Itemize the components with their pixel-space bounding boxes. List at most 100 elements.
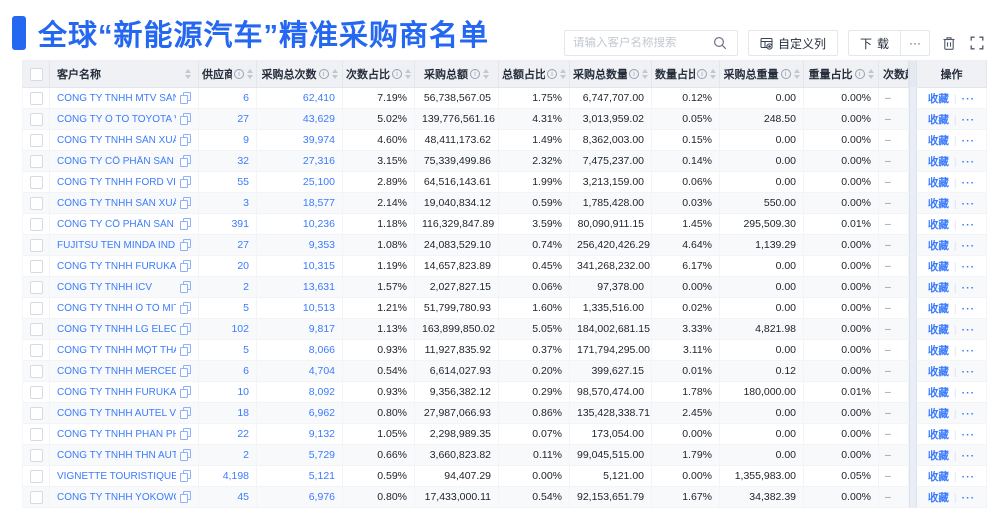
favorite-link[interactable]: 收藏 xyxy=(927,323,949,336)
scrollbar-strip[interactable] xyxy=(909,151,917,172)
scrollbar-strip[interactable] xyxy=(909,340,917,361)
row-more-link[interactable]: ··· xyxy=(961,302,976,315)
customer-name-link[interactable]: CÔNG TY TNHH AUTEL VIỆT N... xyxy=(57,407,176,419)
download-button[interactable]: 下载 xyxy=(847,30,900,56)
row-more-link[interactable]: ··· xyxy=(961,176,976,189)
scrollbar-strip[interactable] xyxy=(909,319,917,340)
row-more-link[interactable]: ··· xyxy=(961,470,976,483)
scrollbar-strip[interactable] xyxy=(909,60,917,88)
customer-name-link[interactable]: CÔNG TY TNHH LG ELECTRON... xyxy=(57,323,176,335)
info-icon[interactable] xyxy=(392,69,402,79)
row-checkbox[interactable] xyxy=(29,154,43,168)
row-more-link[interactable]: ··· xyxy=(961,323,976,336)
copy-icon[interactable] xyxy=(180,281,191,293)
scrollbar-strip[interactable] xyxy=(909,424,917,445)
favorite-link[interactable]: 收藏 xyxy=(927,92,949,105)
search-icon[interactable] xyxy=(711,34,729,52)
info-icon[interactable] xyxy=(629,69,639,79)
row-more-link[interactable]: ··· xyxy=(961,197,976,210)
copy-icon[interactable] xyxy=(180,428,191,440)
col-header-count-trend[interactable]: 次数趋势 xyxy=(879,60,909,88)
scrollbar-strip[interactable] xyxy=(909,130,917,151)
row-more-link[interactable]: ··· xyxy=(961,239,976,252)
copy-icon[interactable] xyxy=(180,113,191,125)
sort-icon[interactable] xyxy=(185,69,191,79)
scrollbar-strip[interactable] xyxy=(909,466,917,487)
col-header-amount-percentage[interactable]: 总额占比 xyxy=(499,60,570,88)
col-header-quantity-percentage[interactable]: 数量占比 xyxy=(652,60,720,88)
scrollbar-strip[interactable] xyxy=(909,109,917,130)
row-more-link[interactable]: ··· xyxy=(961,449,976,462)
row-more-link[interactable]: ··· xyxy=(961,428,976,441)
copy-icon[interactable] xyxy=(180,155,191,167)
favorite-link[interactable]: 收藏 xyxy=(927,302,949,315)
row-checkbox[interactable] xyxy=(29,490,43,504)
info-icon[interactable] xyxy=(697,69,707,79)
favorite-link[interactable]: 收藏 xyxy=(927,386,949,399)
copy-icon[interactable] xyxy=(180,134,191,146)
scrollbar-strip[interactable] xyxy=(909,487,917,508)
col-header-customer-name[interactable]: 客户名称 xyxy=(50,60,199,88)
row-checkbox[interactable] xyxy=(29,364,43,378)
copy-icon[interactable] xyxy=(180,470,191,482)
customer-name-link[interactable]: CÔNG TY TNHH MERCEDES-B... xyxy=(57,365,176,377)
copy-icon[interactable] xyxy=(180,449,191,461)
select-all-checkbox[interactable] xyxy=(29,67,43,81)
row-checkbox[interactable] xyxy=(29,343,43,357)
customer-name-link[interactable]: CÔNG TY TNHH Ô TÔ MITSUBI... xyxy=(57,302,176,314)
customer-name-link[interactable]: CÔNG TY TNHH FURUKAWA A... xyxy=(57,260,176,272)
customer-name-link[interactable]: CÔNG TY TNHH PHÂN PHỐI T... xyxy=(57,428,176,440)
info-icon[interactable] xyxy=(547,69,557,79)
copy-icon[interactable] xyxy=(180,197,191,209)
sort-icon[interactable] xyxy=(331,69,338,79)
customer-name-link[interactable]: CÔNG TY TNHH FURUKAWA A... xyxy=(57,386,176,398)
customer-name-link[interactable]: CÔNG TY TNHH YOKOWO VIỆT... xyxy=(57,491,176,503)
favorite-link[interactable]: 收藏 xyxy=(927,176,949,189)
scrollbar-strip[interactable] xyxy=(909,361,917,382)
col-header-purchase-count[interactable]: 采购总次数 xyxy=(257,60,343,88)
scrollbar-strip[interactable] xyxy=(909,214,917,235)
row-checkbox[interactable] xyxy=(29,280,43,294)
info-icon[interactable] xyxy=(780,69,791,79)
copy-icon[interactable] xyxy=(180,302,191,314)
sort-icon[interactable] xyxy=(247,69,253,79)
favorite-link[interactable]: 收藏 xyxy=(927,113,949,126)
row-more-link[interactable]: ··· xyxy=(961,260,976,273)
trash-icon[interactable] xyxy=(940,34,958,52)
row-checkbox[interactable] xyxy=(29,259,43,273)
row-more-link[interactable]: ··· xyxy=(961,281,976,294)
scrollbar-strip[interactable] xyxy=(909,277,917,298)
row-more-link[interactable]: ··· xyxy=(961,344,976,357)
search-input[interactable] xyxy=(572,37,711,49)
customer-name-link[interactable]: CÔNG TY TNHH SẢN XUẤT VÀ ... xyxy=(57,134,176,146)
copy-icon[interactable] xyxy=(180,407,191,419)
row-checkbox[interactable] xyxy=(29,91,43,105)
scrollbar-strip[interactable] xyxy=(909,235,917,256)
col-header-total-quantity[interactable]: 采购总数量 xyxy=(570,60,652,88)
row-checkbox[interactable] xyxy=(29,448,43,462)
row-checkbox[interactable] xyxy=(29,133,43,147)
sort-icon[interactable] xyxy=(560,69,566,79)
row-more-link[interactable]: ··· xyxy=(961,218,976,231)
col-header-weight-percentage[interactable]: 重量占比 xyxy=(804,60,879,88)
scrollbar-strip[interactable] xyxy=(909,172,917,193)
copy-icon[interactable] xyxy=(180,491,191,503)
row-checkbox[interactable] xyxy=(29,196,43,210)
favorite-link[interactable]: 收藏 xyxy=(927,218,949,231)
row-checkbox[interactable] xyxy=(29,406,43,420)
favorite-link[interactable]: 收藏 xyxy=(927,281,949,294)
customer-name-link[interactable]: CÔNG TY TNHH SẢN XUẤT VÀ ... xyxy=(57,197,176,209)
scrollbar-strip[interactable] xyxy=(909,256,917,277)
row-more-link[interactable]: ··· xyxy=(961,155,976,168)
favorite-link[interactable]: 收藏 xyxy=(927,407,949,420)
customer-name-link[interactable]: CÔNG TY CỔ PHẦN SẢN XUẤT... xyxy=(57,218,176,230)
customer-name-link[interactable]: CÔNG TY TNHH MỘT THÀNH V... xyxy=(57,344,176,356)
customer-name-link[interactable]: CÔNG TY TNHH MTV SẢN XUẤ... xyxy=(57,92,176,104)
scrollbar-strip[interactable] xyxy=(909,193,917,214)
row-more-link[interactable]: ··· xyxy=(961,134,976,147)
info-icon[interactable] xyxy=(470,69,480,79)
row-more-link[interactable]: ··· xyxy=(961,407,976,420)
row-more-link[interactable]: ··· xyxy=(961,365,976,378)
scrollbar-strip[interactable] xyxy=(909,298,917,319)
download-more-button[interactable]: ··· xyxy=(900,30,930,56)
